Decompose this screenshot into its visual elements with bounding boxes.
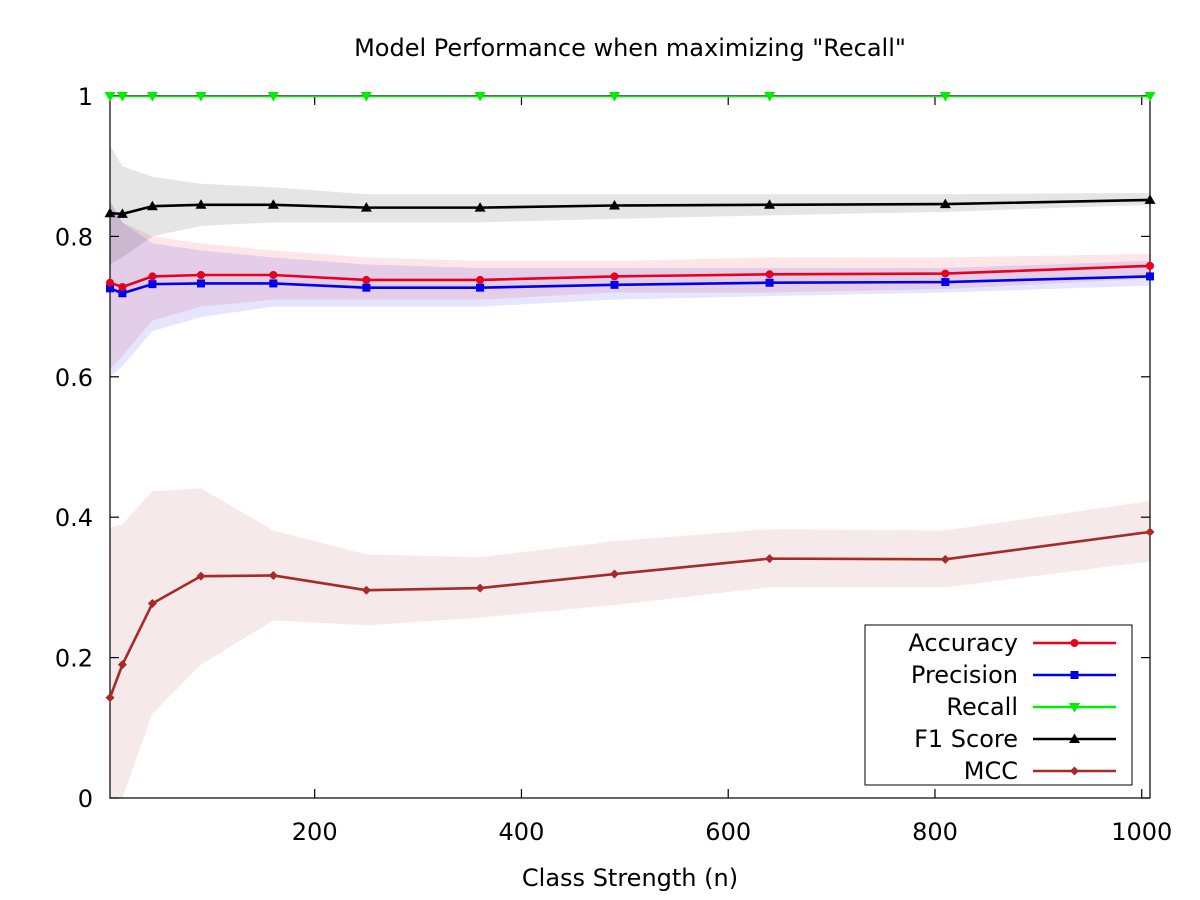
recall-point	[939, 92, 951, 102]
legend-label-precision: Precision	[911, 661, 1018, 689]
accuracy-point	[196, 271, 205, 280]
mcc-band	[110, 488, 1150, 798]
legend-box	[864, 624, 1133, 786]
f1-score-point	[608, 200, 620, 210]
recall-point	[608, 92, 620, 102]
recall-point	[267, 92, 279, 102]
legend-marker-accuracy	[1070, 639, 1079, 647]
x-tick-label: 600	[705, 818, 751, 846]
f1-score-point	[104, 207, 116, 218]
accuracy-point	[362, 275, 371, 284]
accuracy-point	[610, 272, 619, 281]
f1-score-point	[764, 199, 776, 209]
mcc-point	[147, 599, 157, 609]
y-tick-label: 0.6	[55, 364, 93, 392]
f1-score-point	[474, 202, 486, 212]
legend: Accuracy Precision Recall F1 Score MCC	[864, 624, 1133, 786]
mcc-point	[940, 554, 950, 564]
legend-label-accuracy: Accuracy	[908, 629, 1018, 657]
recall-point	[116, 92, 128, 102]
axis-ticks: 0 0.2 0.4 0.6 0.8 1 200 400 600 800 1000	[55, 83, 1172, 846]
y-tick-label: 0	[78, 785, 93, 813]
f1-score-point	[116, 208, 128, 218]
precision-point	[196, 279, 205, 288]
legend-marker-f1-score	[1069, 733, 1080, 743]
accuracy-point	[476, 275, 485, 284]
chart-title: Model Performance when maximizing "Recal…	[354, 34, 906, 62]
precision-point	[610, 280, 619, 289]
recall-point	[146, 92, 158, 102]
accuracy-point	[118, 282, 127, 291]
precision-point	[476, 283, 485, 292]
legend-marker-mcc	[1070, 766, 1079, 776]
f1-score-point	[146, 200, 158, 211]
precision-band	[110, 201, 1150, 377]
recall-point	[195, 92, 207, 102]
precision-point	[362, 283, 371, 292]
y-tick-label: 1	[78, 83, 93, 111]
mcc-point	[196, 571, 206, 581]
accuracy-point	[106, 278, 114, 287]
x-tick-label: 1000	[1111, 818, 1172, 846]
mcc-point	[117, 660, 127, 670]
f1-score-point	[939, 198, 951, 209]
f1-score-point	[1144, 194, 1156, 204]
f1-score-point	[360, 202, 372, 212]
accuracy-point	[269, 271, 278, 280]
mcc-point	[475, 583, 485, 593]
f1-score-point	[267, 199, 279, 209]
accuracy-point	[765, 270, 774, 279]
recall-point	[764, 92, 776, 102]
mcc-point	[268, 570, 278, 580]
x-axis-label: Class Strength (n)	[522, 864, 738, 892]
mcc-point	[1145, 527, 1155, 537]
precision-point	[106, 284, 114, 293]
mcc-point	[105, 693, 115, 703]
recall-point	[360, 92, 372, 102]
f1-score-point	[195, 199, 207, 209]
legend-label-mcc: MCC	[964, 757, 1018, 785]
legend-label-f1-score: F1 Score	[914, 725, 1018, 753]
precision-point	[148, 280, 157, 289]
series-markers	[104, 92, 1156, 703]
x-tick-label: 200	[292, 818, 338, 846]
legend-label-recall: Recall	[946, 693, 1018, 721]
precision-point	[269, 279, 278, 288]
mcc-point	[765, 554, 775, 564]
accuracy-point	[1146, 261, 1154, 270]
y-tick-label: 0.4	[55, 504, 93, 532]
y-tick-label: 0.8	[55, 223, 93, 251]
recall-point	[474, 92, 486, 102]
recall-point	[1144, 92, 1156, 102]
x-tick-label: 800	[912, 818, 958, 846]
legend-marker-precision	[1070, 671, 1079, 679]
precision-point	[941, 278, 950, 287]
mcc-point	[609, 569, 619, 579]
precision-point	[118, 289, 127, 298]
accuracy-point	[941, 269, 950, 278]
accuracy-point	[148, 272, 157, 281]
precision-point	[1146, 272, 1154, 281]
recall-point	[104, 92, 116, 102]
precision-point	[765, 278, 774, 287]
legend-marker-recall	[1069, 703, 1080, 713]
y-tick-label: 0.2	[55, 645, 93, 673]
x-tick-label: 400	[499, 818, 545, 846]
mcc-point	[361, 585, 371, 595]
